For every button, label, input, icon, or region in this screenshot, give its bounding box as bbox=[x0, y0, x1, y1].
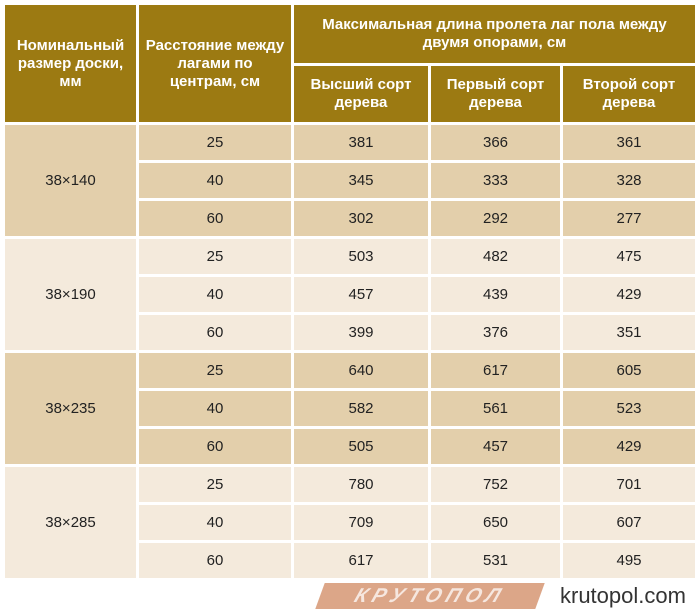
span-value-cell: 780 bbox=[294, 467, 428, 502]
span-value-cell: 607 bbox=[563, 505, 696, 540]
header-max-span: Максимальная длина пролета лаг пола межд… bbox=[294, 5, 696, 63]
span-value-cell: 617 bbox=[431, 353, 560, 388]
watermark: КРУТОПОЛ krutopol.com bbox=[0, 580, 700, 612]
span-value-cell: 617 bbox=[294, 543, 428, 578]
header-grade-first: Первый сорт дерева bbox=[431, 66, 560, 122]
joist-span-table: Номинальный размер доски, мм Расстояние … bbox=[2, 2, 698, 581]
span-value-cell: 457 bbox=[294, 277, 428, 312]
spacing-cell: 40 bbox=[139, 505, 291, 540]
span-value-cell: 292 bbox=[431, 201, 560, 236]
span-value-cell: 561 bbox=[431, 391, 560, 426]
span-value-cell: 503 bbox=[294, 239, 428, 274]
spacing-cell: 60 bbox=[139, 429, 291, 464]
board-size-cell: 38×235 bbox=[5, 353, 136, 464]
header-grade-premium: Высший сорт дерева bbox=[294, 66, 428, 122]
span-value-cell: 439 bbox=[431, 277, 560, 312]
span-value-cell: 328 bbox=[563, 163, 696, 198]
spacing-cell: 60 bbox=[139, 201, 291, 236]
span-value-cell: 701 bbox=[563, 467, 696, 502]
span-value-cell: 582 bbox=[294, 391, 428, 426]
board-size-cell: 38×140 bbox=[5, 125, 136, 236]
span-value-cell: 381 bbox=[294, 125, 428, 160]
table-row: 40 582 561 523 bbox=[5, 391, 696, 426]
spacing-cell: 40 bbox=[139, 277, 291, 312]
span-value-cell: 531 bbox=[431, 543, 560, 578]
span-value-cell: 351 bbox=[563, 315, 696, 350]
table-row: 38×190 25 503 482 475 bbox=[5, 239, 696, 350]
spacing-cell: 40 bbox=[139, 163, 291, 198]
table-row: 60 505 457 429 bbox=[5, 429, 696, 464]
spacing-cell: 25 bbox=[139, 125, 291, 160]
span-value-cell: 277 bbox=[563, 201, 696, 236]
span-value-cell: 457 bbox=[431, 429, 560, 464]
table-row: 38×285 25 780 752 701 bbox=[5, 467, 696, 578]
span-value-cell: 523 bbox=[563, 391, 696, 426]
table-row: 38×140 25 381 366 361 bbox=[5, 125, 696, 236]
span-value-cell: 345 bbox=[294, 163, 428, 198]
span-value-cell: 302 bbox=[294, 201, 428, 236]
board-size-cell: 38×285 bbox=[5, 467, 136, 578]
span-value-cell: 399 bbox=[294, 315, 428, 350]
span-value-cell: 475 bbox=[563, 239, 696, 274]
table-row: 60 617 531 495 bbox=[5, 543, 696, 578]
span-value-cell: 366 bbox=[431, 125, 560, 160]
header-board-size: Номинальный размер доски, мм bbox=[5, 5, 136, 122]
watermark-logo: КРУТОПОЛ bbox=[315, 583, 545, 609]
span-value-cell: 640 bbox=[294, 353, 428, 388]
header-grade-second: Второй сорт дерева bbox=[563, 66, 696, 122]
span-value-cell: 333 bbox=[431, 163, 560, 198]
spacing-cell: 25 bbox=[139, 467, 291, 502]
header-joist-spacing: Расстояние между лагами по центрам, см bbox=[139, 5, 291, 122]
spacing-cell: 25 bbox=[139, 353, 291, 388]
spacing-cell: 60 bbox=[139, 315, 291, 350]
span-value-cell: 429 bbox=[563, 277, 696, 312]
span-value-cell: 505 bbox=[294, 429, 428, 464]
span-value-cell: 482 bbox=[431, 239, 560, 274]
table-row: 40 457 439 429 bbox=[5, 277, 696, 312]
watermark-text: krutopol.com bbox=[560, 583, 686, 608]
span-value-cell: 429 bbox=[563, 429, 696, 464]
span-value-cell: 605 bbox=[563, 353, 696, 388]
spacing-cell: 60 bbox=[139, 543, 291, 578]
span-value-cell: 361 bbox=[563, 125, 696, 160]
span-value-cell: 752 bbox=[431, 467, 560, 502]
span-value-cell: 376 bbox=[431, 315, 560, 350]
table-row: 40 345 333 328 bbox=[5, 163, 696, 198]
table-row: 40 709 650 607 bbox=[5, 505, 696, 540]
span-value-cell: 495 bbox=[563, 543, 696, 578]
spacing-cell: 25 bbox=[139, 239, 291, 274]
table-row: 38×235 25 640 617 605 bbox=[5, 353, 696, 464]
table-row: 60 399 376 351 bbox=[5, 315, 696, 350]
table-row: 60 302 292 277 bbox=[5, 201, 696, 236]
span-value-cell: 650 bbox=[431, 505, 560, 540]
spacing-cell: 40 bbox=[139, 391, 291, 426]
board-size-cell: 38×190 bbox=[5, 239, 136, 350]
span-value-cell: 709 bbox=[294, 505, 428, 540]
